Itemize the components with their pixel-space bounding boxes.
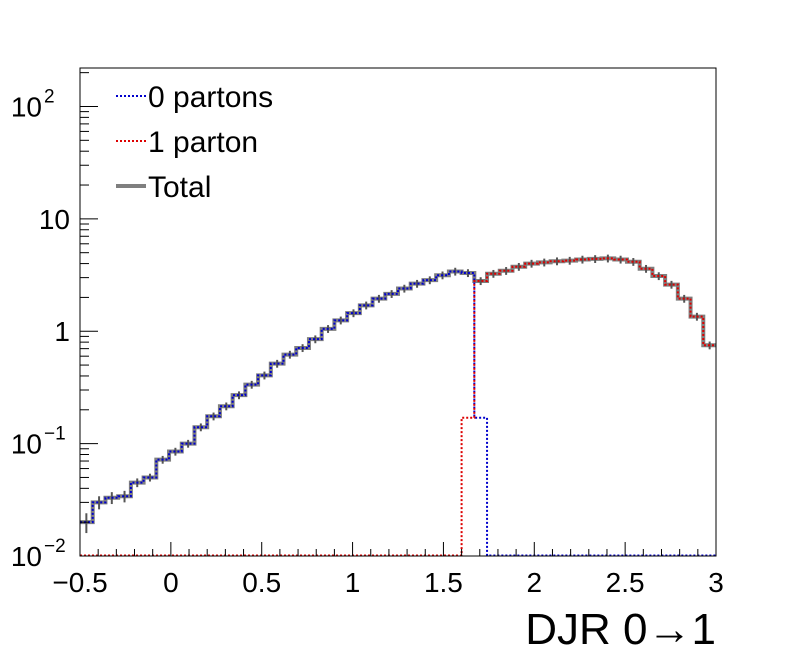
x-tick-label: 1 (345, 567, 361, 598)
x-axis-title: DJR 0→1 (525, 605, 716, 654)
legend-label: 1 parton (148, 126, 258, 159)
legend-entry: Total (116, 171, 211, 204)
series-line (80, 256, 716, 525)
series-line (80, 257, 716, 557)
x-tick-label: −0.5 (52, 567, 107, 598)
x-tick-label: 2 (526, 567, 542, 598)
x-tick-label: 0.5 (242, 567, 281, 598)
x-tick-label: 0 (163, 567, 179, 598)
y-tick-label: 10 (11, 429, 42, 460)
x-tick-label: 3 (708, 567, 724, 598)
y-tick-exponent: −2 (44, 536, 66, 557)
series-1-parton (80, 257, 716, 557)
y-tick-exponent: 2 (44, 86, 55, 107)
y-tick-exponent: −1 (44, 424, 66, 445)
series-0-partons (80, 270, 716, 557)
series-line (80, 270, 716, 557)
y-tick-label: 1 (54, 316, 70, 347)
legend: 0 partons 1 parton Total (116, 81, 273, 204)
legend-entry: 0 partons (116, 81, 273, 114)
legend-label: Total (148, 171, 211, 204)
x-tick-label: 2.5 (606, 567, 645, 598)
series-Total (80, 254, 716, 534)
legend-label: 0 partons (148, 81, 273, 114)
plot-frame (79, 67, 717, 557)
y-tick-label: 10 (11, 541, 42, 572)
legend-entry: 1 parton (116, 126, 258, 159)
y-tick-label: 10 (11, 91, 42, 122)
x-tick-label: 1.5 (424, 567, 463, 598)
y-tick-label: 10 (39, 204, 70, 235)
series-layer (80, 254, 716, 557)
